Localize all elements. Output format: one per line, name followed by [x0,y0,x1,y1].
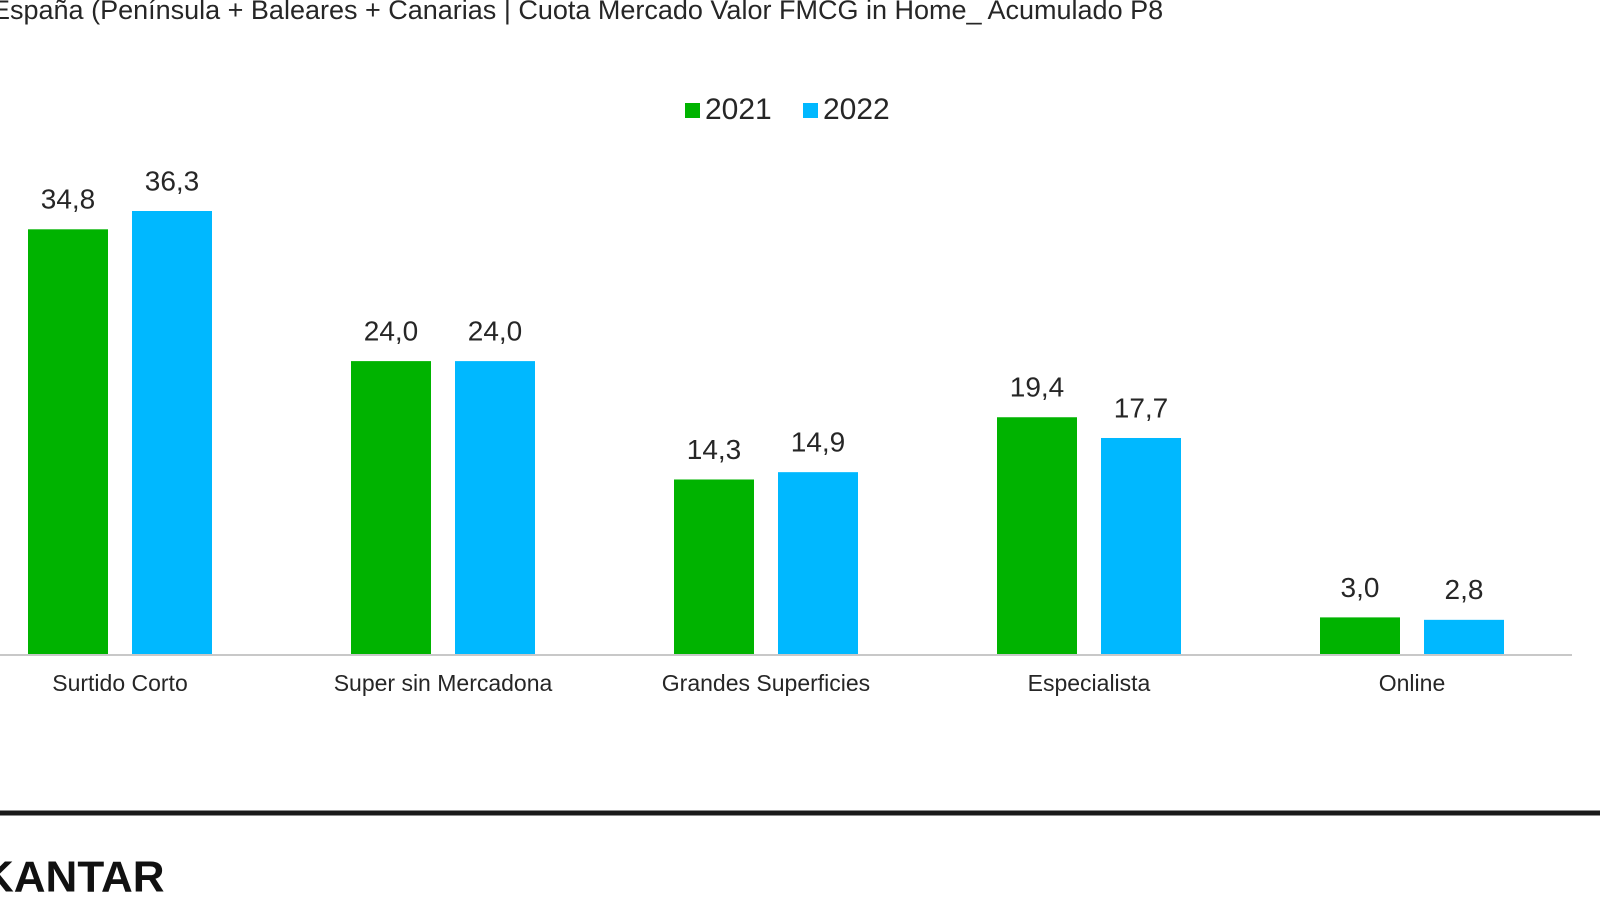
bar [455,361,535,654]
bar [778,472,858,654]
bar [351,361,431,654]
data-label: 19,4 [1010,372,1065,403]
data-label: 34,8 [41,184,96,215]
x-tick-label: Surtido Corto [52,670,188,696]
data-label: 14,9 [791,427,846,458]
chart-title: España (Península + Baleares + Canarias … [0,0,1163,25]
bar [28,229,108,654]
legend-label: 2021 [705,93,772,126]
x-tick-label: Super sin Mercadona [334,670,553,696]
data-label: 24,0 [468,315,523,346]
data-label: 24,0 [364,315,419,346]
bar [997,417,1077,654]
data-label: 14,3 [687,434,742,465]
data-label: 2,8 [1445,574,1484,605]
bar [1320,617,1400,654]
bar [1424,619,1504,654]
data-label: 3,0 [1341,572,1380,603]
x-tick-label: Online [1379,670,1445,696]
legend-swatch [685,103,700,118]
footer-logo: KANTAR [0,853,165,900]
bar [674,479,754,654]
bar [132,211,212,654]
legend-label: 2022 [823,93,890,126]
data-label: 17,7 [1114,392,1169,423]
x-tick-label: Especialista [1028,670,1151,696]
legend-swatch [803,103,818,118]
bar [1101,437,1181,654]
x-tick-label: Grandes Superficies [662,670,870,696]
data-label: 36,3 [145,165,200,196]
